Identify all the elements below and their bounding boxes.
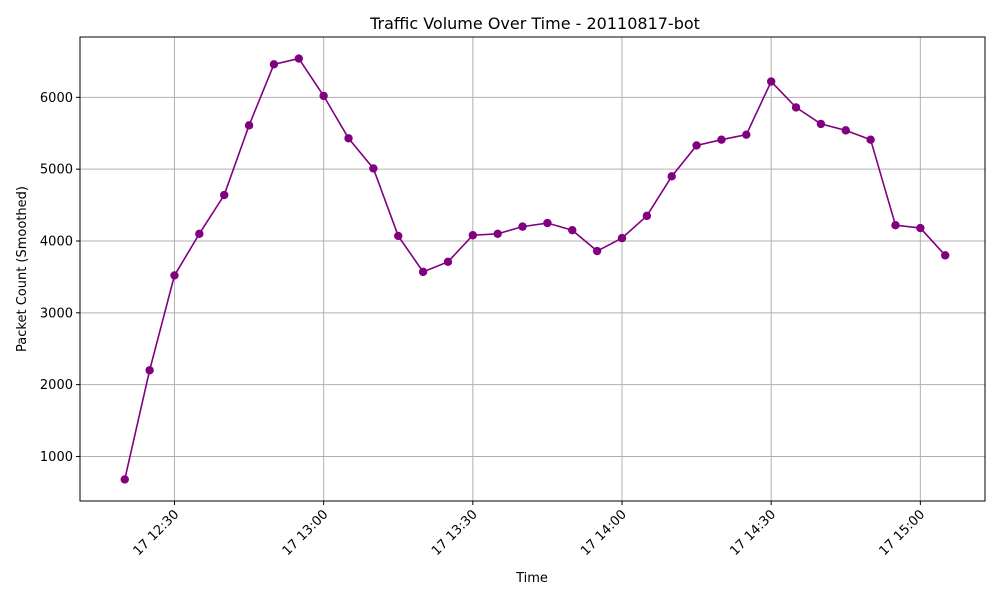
x-axis-label: Time xyxy=(515,571,548,586)
data-point xyxy=(866,135,875,144)
data-point xyxy=(941,251,950,260)
y-tick-label: 1000 xyxy=(40,450,73,465)
x-tick-label: 17 12:30 xyxy=(131,507,183,559)
data-point xyxy=(891,220,900,230)
y-tick-label: 6000 xyxy=(40,91,73,106)
data-point xyxy=(816,119,826,129)
data-point xyxy=(568,226,577,235)
data-point xyxy=(791,103,801,112)
data-point xyxy=(667,172,676,181)
data-point xyxy=(145,366,154,375)
data-point xyxy=(543,218,552,228)
y-axis-label: Packet Count (Smoothed) xyxy=(15,186,30,352)
x-tick-label: 17 15:00 xyxy=(876,507,928,559)
x-axis: 17 12:30 17 13:00 17 13:30 17 14:00 17 14:30… xyxy=(131,501,928,559)
data-point xyxy=(443,257,453,267)
data-point xyxy=(269,60,279,69)
y-tick-label: 4000 xyxy=(40,234,73,249)
plot-area-frame xyxy=(79,36,986,502)
data-point xyxy=(220,190,229,200)
x-tick-label: 17 13:00 xyxy=(280,507,332,559)
data-point xyxy=(120,475,129,484)
data-point xyxy=(319,91,328,101)
data-point xyxy=(592,246,602,256)
data-point xyxy=(195,229,204,238)
data-point xyxy=(244,121,254,130)
chart-title: Traffic Volume Over Time - 20110817-bot xyxy=(369,14,700,33)
data-point xyxy=(717,135,726,144)
y-tick-label: 3000 xyxy=(40,306,73,321)
x-tick-label: 17 13:30 xyxy=(429,507,481,559)
series-line xyxy=(123,57,946,480)
data-point xyxy=(369,164,378,173)
y-tick-label: 2000 xyxy=(40,378,73,393)
data-point xyxy=(518,222,527,231)
data-point xyxy=(394,231,403,241)
data-point xyxy=(692,141,701,150)
data-point xyxy=(742,130,751,139)
y-axis: 1000 2000 3000 4000 5000 6000 xyxy=(40,91,80,465)
x-tick-label: 17 14:30 xyxy=(727,507,779,559)
data-point xyxy=(766,77,776,86)
grid xyxy=(80,37,985,501)
data-point xyxy=(493,229,502,238)
data-point xyxy=(170,271,179,280)
data-point xyxy=(344,134,353,143)
data-point xyxy=(642,211,652,221)
data-point xyxy=(468,231,478,240)
x-tick-label: 17 14:00 xyxy=(578,507,630,559)
data-point xyxy=(841,126,850,135)
data-point xyxy=(617,233,627,243)
data-point xyxy=(418,267,428,277)
y-tick-label: 5000 xyxy=(40,163,73,178)
data-point xyxy=(294,54,303,63)
series-group xyxy=(120,54,950,484)
data-point xyxy=(916,223,925,233)
